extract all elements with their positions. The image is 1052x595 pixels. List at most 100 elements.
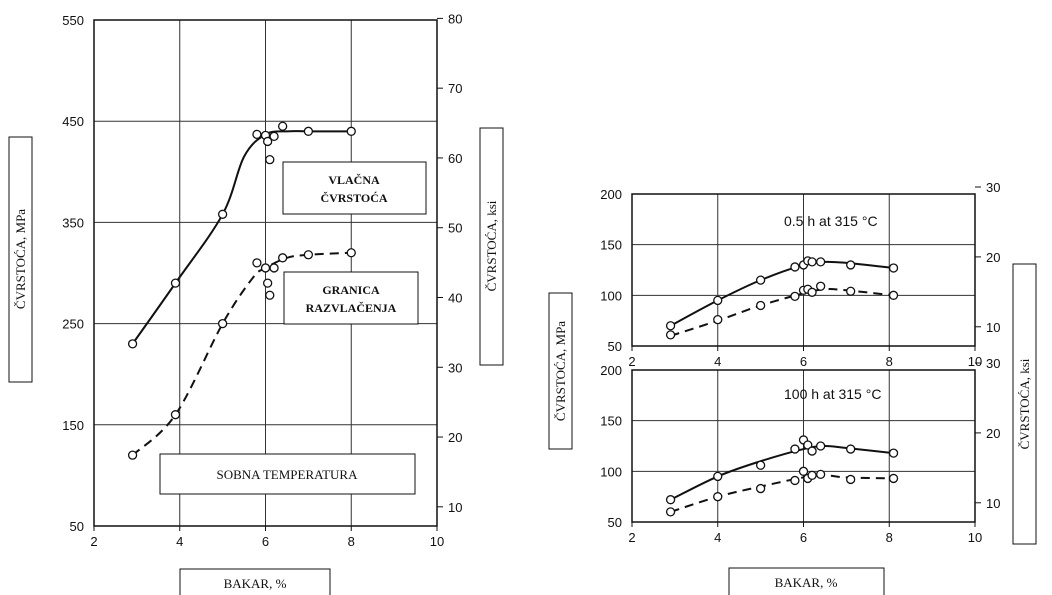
data-point bbox=[665, 330, 676, 340]
data-point bbox=[269, 131, 279, 142]
data-point bbox=[252, 258, 262, 268]
x-tick-label: 2 bbox=[628, 354, 635, 369]
series-solid-line bbox=[670, 260, 894, 327]
data-point bbox=[277, 253, 288, 263]
granica-line1: GRANICA bbox=[322, 283, 380, 297]
series-solid-line bbox=[670, 444, 894, 501]
x-tick-label: 10 bbox=[430, 534, 444, 549]
data-point bbox=[816, 281, 826, 291]
y2-tick-label: 60 bbox=[448, 151, 462, 166]
y2-tick-label: 80 bbox=[448, 11, 462, 26]
series-dashed-line bbox=[670, 288, 894, 337]
sobna-label: SOBNA TEMPERATURA bbox=[217, 467, 359, 482]
data-point bbox=[127, 450, 138, 460]
data-point bbox=[790, 444, 800, 454]
y2-tick-label: 20 bbox=[448, 430, 462, 445]
vlacna-line1: VLAČNA bbox=[328, 173, 380, 187]
right-xlabel-box: BAKAR, % bbox=[728, 567, 885, 595]
left-xlabel: BAKAR, % bbox=[224, 576, 287, 591]
left-xlabel-box: BAKAR, % bbox=[179, 568, 331, 595]
data-point bbox=[713, 315, 723, 325]
panel-annotation: 100 h at 315 °C bbox=[784, 386, 881, 402]
panel-annotation: 0.5 h at 315 °C bbox=[784, 213, 878, 229]
data-point bbox=[127, 339, 138, 349]
y2-tick-label: 70 bbox=[448, 81, 462, 96]
y-tick-label: 100 bbox=[600, 464, 622, 479]
granica-line2: RAZVLAČENJA bbox=[306, 301, 397, 315]
y2-tick-label: 30 bbox=[986, 356, 1000, 371]
data-point bbox=[816, 257, 826, 267]
data-point bbox=[888, 263, 899, 273]
data-point bbox=[260, 263, 271, 273]
y-tick-label: 250 bbox=[62, 317, 84, 332]
vlacna-line2: ČVRSTOĆA bbox=[320, 191, 387, 205]
data-point bbox=[265, 155, 275, 165]
data-point bbox=[665, 507, 676, 517]
data-point bbox=[846, 444, 856, 454]
right-ylabel-box: ČVRSTOĆA, MPa bbox=[548, 292, 573, 450]
data-point bbox=[755, 275, 766, 285]
y-tick-label: 50 bbox=[70, 519, 84, 534]
y-tick-label: 150 bbox=[600, 238, 622, 253]
y-tick-label: 200 bbox=[600, 187, 622, 202]
data-point bbox=[262, 278, 273, 288]
y2-tick-label: 30 bbox=[448, 360, 462, 375]
right-y2label: ČVRSTOĆA, ksi bbox=[1017, 358, 1032, 449]
data-point bbox=[755, 483, 766, 494]
data-point bbox=[170, 410, 181, 420]
data-point bbox=[713, 492, 723, 502]
data-point bbox=[816, 469, 826, 480]
x-tick-label: 10 bbox=[968, 354, 982, 369]
data-point bbox=[790, 262, 800, 272]
x-tick-label: 2 bbox=[90, 534, 97, 549]
data-point bbox=[277, 121, 288, 131]
data-point bbox=[790, 475, 800, 486]
data-point bbox=[265, 290, 275, 300]
data-point bbox=[807, 257, 817, 267]
x-tick-label: 2 bbox=[628, 530, 635, 545]
data-point bbox=[170, 278, 181, 288]
chart-right-top: 2 4 6 8 10 50 100 150 200 10 20 30 0.5 h at 315 °C bbox=[600, 180, 1000, 369]
data-point bbox=[303, 250, 314, 260]
x-tick-label: 6 bbox=[800, 354, 807, 369]
data-point bbox=[888, 473, 899, 484]
y-tick-label: 150 bbox=[600, 414, 622, 429]
data-point bbox=[713, 295, 723, 306]
y-tick-label: 550 bbox=[62, 13, 84, 28]
y2-tick-label: 10 bbox=[448, 500, 462, 515]
y2-tick-label: 50 bbox=[448, 221, 462, 236]
y2-tick-label: 30 bbox=[986, 180, 1000, 195]
chart-left: 2 4 6 8 10 50 150 250 350 450 550 10 20 30 40 50 60 70 80 bbox=[62, 11, 462, 549]
data-point bbox=[888, 290, 899, 300]
data-point bbox=[755, 300, 766, 311]
data-point bbox=[269, 263, 279, 273]
y2-tick-label: 20 bbox=[986, 426, 1000, 441]
y2-tick-label: 10 bbox=[986, 496, 1000, 511]
data-point bbox=[713, 471, 723, 482]
y2-tick-label: 20 bbox=[986, 250, 1000, 265]
data-point bbox=[846, 286, 856, 296]
y-tick-label: 350 bbox=[62, 215, 84, 230]
chart-right-bottom: 2 4 6 8 10 50 100 150 200 10 20 30 100 h at 315 °C bbox=[600, 356, 1000, 545]
vlacna-box: VLAČNA ČVRSTOĆA bbox=[282, 161, 427, 215]
y-tick-label: 450 bbox=[62, 114, 84, 129]
y2-tick-label: 10 bbox=[986, 320, 1000, 335]
left-y2label: ČVRSTOĆA, ksi bbox=[484, 200, 499, 291]
data-point bbox=[755, 460, 766, 470]
plots-layer: 2 4 6 8 105015025035045055010203040506070802… bbox=[62, 11, 1000, 549]
data-point bbox=[807, 446, 817, 456]
x-tick-label: 4 bbox=[714, 354, 721, 369]
x-tick-label: 4 bbox=[176, 534, 183, 549]
data-point bbox=[803, 440, 813, 450]
data-point bbox=[807, 287, 817, 297]
data-point bbox=[790, 291, 800, 301]
x-tick-label: 10 bbox=[968, 530, 982, 545]
data-point bbox=[346, 126, 356, 136]
x-tick-label: 6 bbox=[262, 534, 269, 549]
data-point bbox=[252, 129, 262, 140]
data-point bbox=[217, 209, 228, 219]
right-xlabel: BAKAR, % bbox=[775, 575, 838, 590]
data-point bbox=[217, 318, 228, 329]
data-point bbox=[665, 495, 676, 505]
data-point bbox=[846, 260, 856, 270]
